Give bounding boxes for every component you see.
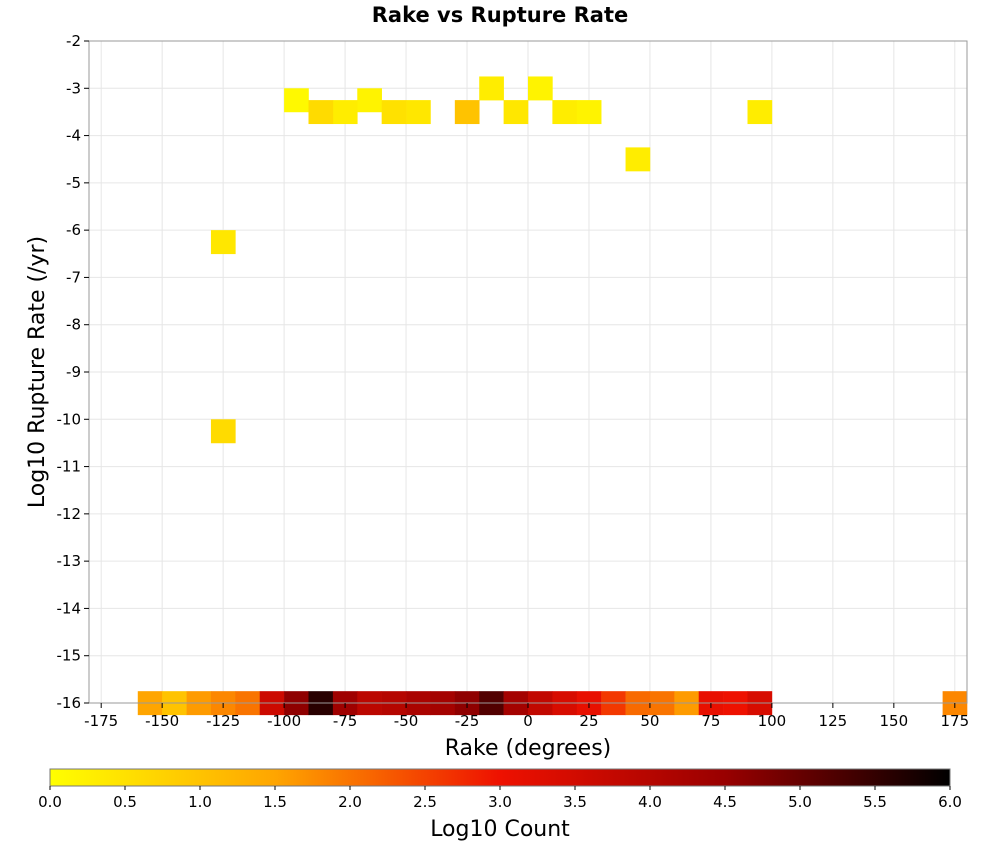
x-tick-label: 150 bbox=[880, 712, 909, 730]
heatmap-cell bbox=[406, 100, 431, 125]
colorbar-tick-label: 3.0 bbox=[488, 793, 512, 811]
heatmap-cell bbox=[210, 419, 236, 444]
y-tick-label: -13 bbox=[57, 552, 82, 570]
heatmap-cell bbox=[747, 100, 773, 125]
heatmap-cell bbox=[479, 76, 504, 101]
colorbar-tick-label: 0.5 bbox=[113, 793, 137, 811]
gridlines bbox=[89, 40, 967, 704]
y-tick-label: -12 bbox=[57, 505, 82, 523]
x-tick-label: -75 bbox=[333, 712, 358, 730]
colorbar-tick-label: 5.0 bbox=[788, 793, 812, 811]
y-tick-label: -11 bbox=[57, 458, 82, 476]
x-tick-label: -175 bbox=[84, 712, 118, 730]
x-tick-label: 0 bbox=[523, 712, 533, 730]
y-tick-label: -16 bbox=[57, 694, 82, 712]
heatmap-cell bbox=[576, 100, 602, 125]
colorbar-label: Log10 Count bbox=[430, 817, 570, 842]
colorbar-tick-label: 4.5 bbox=[713, 793, 737, 811]
y-tick-label: -6 bbox=[66, 221, 81, 239]
y-tick-label: -4 bbox=[66, 127, 81, 145]
heatmap-cell bbox=[528, 76, 553, 101]
heatmap-cell bbox=[210, 230, 236, 255]
y-tick-label: -8 bbox=[66, 316, 81, 334]
colorbar-tick-label: 2.0 bbox=[338, 793, 362, 811]
colorbar-tick-label: 0.0 bbox=[38, 793, 62, 811]
heatmap-cell bbox=[284, 88, 309, 113]
colorbar-tick-label: 1.5 bbox=[263, 793, 287, 811]
heatmap-cell bbox=[552, 100, 578, 125]
y-tick-label: -3 bbox=[66, 79, 81, 97]
y-tick-label: -7 bbox=[66, 268, 81, 286]
heatmap-cell bbox=[332, 100, 358, 125]
x-tick-label: 50 bbox=[640, 712, 659, 730]
y-axis-label: Log10 Rupture Rate (/yr) bbox=[25, 236, 50, 508]
heatmap-cells bbox=[137, 76, 968, 716]
y-tick-label: -15 bbox=[57, 647, 82, 665]
x-tick-label: 75 bbox=[701, 712, 720, 730]
y-tick-label: -10 bbox=[57, 410, 82, 428]
chart-title: Rake vs Rupture Rate bbox=[372, 3, 628, 27]
x-tick-label: -150 bbox=[145, 712, 179, 730]
colorbar-ticks: 0.0 0.5 1.0 1.5 2.0 2.5 3.0 3.5 4.0 4.5 5.0 5.5 6.0 bbox=[38, 786, 962, 811]
y-tick-label: -2 bbox=[66, 32, 81, 50]
y-tick-label: -9 bbox=[66, 363, 81, 381]
heatmap-cell bbox=[454, 100, 480, 125]
colorbar-tick-label: 2.5 bbox=[413, 793, 437, 811]
heatmap-cell bbox=[381, 100, 407, 125]
x-tick-label: -100 bbox=[267, 712, 301, 730]
colorbar-tick-label: 1.0 bbox=[188, 793, 212, 811]
heatmap-cell bbox=[503, 100, 529, 125]
x-tick-label: 175 bbox=[940, 712, 969, 730]
heatmap-cell bbox=[308, 100, 334, 125]
colorbar bbox=[49, 768, 951, 787]
y-axis-ticks: -2 -3 -4 -5 -6 -7 -8 -9 -10 -11 -12 -13 -14 -15 -16 bbox=[57, 32, 89, 712]
colorbar-tick-label: 5.5 bbox=[863, 793, 887, 811]
colorbar-tick-label: 6.0 bbox=[938, 793, 962, 811]
x-axis-ticks: -175 -150 -125 -100 -75 -50 -25 0 25 50 75 100 125 15… bbox=[84, 703, 969, 730]
colorbar-tick-label: 3.5 bbox=[563, 793, 587, 811]
x-tick-label: -25 bbox=[455, 712, 480, 730]
x-tick-label: 100 bbox=[758, 712, 787, 730]
y-tick-label: -5 bbox=[66, 174, 81, 192]
x-tick-label: -50 bbox=[394, 712, 419, 730]
heatmap-cell bbox=[625, 147, 651, 172]
y-tick-label: -14 bbox=[57, 599, 82, 617]
x-tick-label: -125 bbox=[206, 712, 240, 730]
heatmap-cell bbox=[357, 88, 382, 113]
x-tick-label: 25 bbox=[579, 712, 598, 730]
colorbar-tick-label: 4.0 bbox=[638, 793, 662, 811]
x-tick-label: 125 bbox=[819, 712, 848, 730]
x-axis-label: Rake (degrees) bbox=[445, 736, 612, 761]
